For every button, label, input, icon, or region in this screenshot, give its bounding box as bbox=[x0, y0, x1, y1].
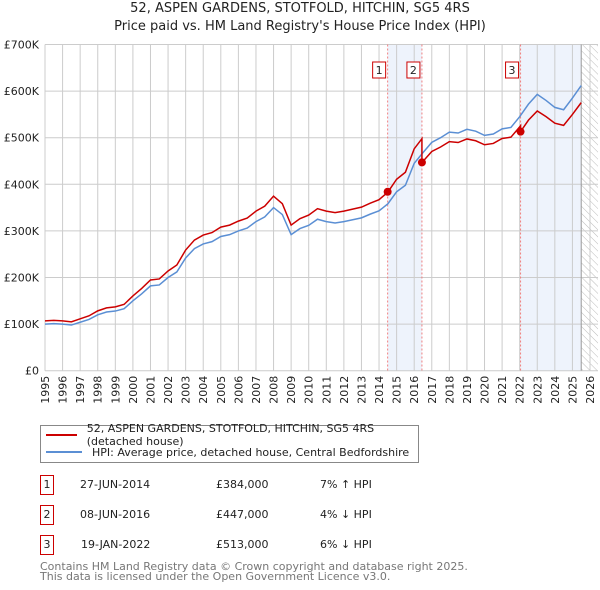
legend: 52, ASPEN GARDENS, STOTFOLD, HITCHIN, SG… bbox=[40, 422, 419, 463]
x-tick-label: 2023 bbox=[531, 376, 544, 404]
x-tick-label: 2000 bbox=[127, 376, 140, 404]
sale-hpi-diff: 6% ↓ HPI bbox=[320, 538, 372, 551]
x-tick-label: 2026 bbox=[584, 376, 597, 404]
x-tick-label: 1996 bbox=[57, 376, 70, 404]
y-tick-label: £700K bbox=[4, 39, 40, 52]
sale-date: 19-JAN-2022 bbox=[81, 538, 151, 551]
y-tick-label: £300K bbox=[4, 225, 40, 238]
x-tick-label: 2019 bbox=[461, 376, 474, 404]
footer-licence: This data is licensed under the Open Gov… bbox=[40, 570, 391, 583]
sale-marker-box bbox=[505, 61, 520, 79]
x-tick-label: 1997 bbox=[74, 376, 87, 404]
y-tick-label: £400K bbox=[4, 178, 40, 191]
x-tick-label: 2006 bbox=[232, 376, 245, 404]
legend-swatch-red bbox=[46, 434, 77, 436]
y-tick-label: £200K bbox=[4, 272, 40, 285]
sale-price: £384,000 bbox=[216, 478, 269, 491]
footer-copyright: Contains HM Land Registry data © Crown c… bbox=[40, 560, 468, 573]
sale-number: 3 bbox=[40, 535, 54, 555]
sale-marker-box bbox=[372, 61, 387, 79]
x-tick-label: 2016 bbox=[408, 376, 421, 404]
x-tick-label: 2024 bbox=[549, 376, 562, 404]
y-tick-label: £100K bbox=[4, 318, 40, 331]
x-tick-label: 2004 bbox=[197, 376, 210, 404]
shaded-period bbox=[387, 44, 422, 371]
sale-marker-label: 3 bbox=[509, 64, 516, 77]
x-tick-label: 1995 bbox=[39, 376, 52, 404]
sale-date: 27-JUN-2014 bbox=[80, 478, 151, 491]
x-tick-label: 2020 bbox=[479, 376, 492, 404]
sale-hpi-diff: 7% ↑ HPI bbox=[320, 478, 372, 491]
price-chart: 1995 1996 1997 1998 1999 2000 2001 2002 2003 2004… bbox=[4, 39, 598, 404]
x-tick-label: 2021 bbox=[496, 376, 509, 404]
table-row: 1 27-JUN-2014 £384,000 7% ↑ HPI bbox=[40, 475, 440, 495]
sale-price: £447,000 bbox=[216, 508, 269, 521]
sale-marker-box bbox=[406, 61, 421, 79]
x-tick-label: 2002 bbox=[162, 376, 175, 404]
x-tick-label: 1998 bbox=[92, 376, 105, 404]
x-tick-label: 2005 bbox=[215, 376, 228, 404]
x-tick-label: 1999 bbox=[109, 376, 122, 404]
sale-number: 2 bbox=[40, 505, 54, 525]
x-tick-label: 2012 bbox=[338, 376, 351, 404]
y-tick-label: £0 bbox=[25, 365, 39, 378]
x-tick-label: 2014 bbox=[373, 376, 386, 404]
table-row: 2 08-JUN-2016 £447,000 4% ↓ HPI bbox=[40, 505, 440, 525]
legend-label: HPI: Average price, detached house, Cent… bbox=[92, 445, 410, 459]
x-tick-label: 2009 bbox=[285, 376, 298, 404]
legend-label: 52, ASPEN GARDENS, STOTFOLD, HITCHIN, SG… bbox=[86, 422, 375, 448]
sale-point bbox=[516, 127, 525, 136]
x-tick-label: 2022 bbox=[514, 376, 527, 404]
x-tick-label: 2017 bbox=[426, 376, 439, 404]
x-tick-label: 2010 bbox=[303, 376, 316, 404]
legend-item-hpi: HPI: Average price, detached house, Cent… bbox=[46, 444, 409, 460]
legend-swatch-blue bbox=[46, 451, 82, 453]
sale-price: £513,000 bbox=[216, 538, 269, 551]
x-tick-label: 2001 bbox=[144, 376, 157, 404]
y-tick-label: £500K bbox=[4, 132, 40, 145]
sale-point bbox=[383, 187, 392, 196]
x-tick-label: 2003 bbox=[180, 376, 193, 404]
x-tick-label: 2011 bbox=[320, 376, 333, 404]
sale-date: 08-JUN-2016 bbox=[80, 508, 151, 521]
legend-item-property: 52, ASPEN GARDENS, STOTFOLD, HITCHIN, SG… bbox=[46, 422, 418, 448]
x-tick-label: 2007 bbox=[250, 376, 263, 404]
table-row: 3 19-JAN-2022 £513,000 6% ↓ HPI bbox=[40, 535, 440, 555]
sale-number: 1 bbox=[40, 475, 54, 495]
x-tick-label: 2025 bbox=[566, 376, 579, 404]
sale-hpi-diff: 4% ↓ HPI bbox=[320, 508, 372, 521]
sale-point bbox=[417, 158, 426, 167]
hpi-line bbox=[44, 85, 582, 326]
chart-title: 52, ASPEN GARDENS, STOTFOLD, HITCHIN, SG… bbox=[130, 1, 470, 16]
x-tick-label: 2008 bbox=[268, 376, 281, 404]
x-tick-label: 2015 bbox=[391, 376, 404, 404]
property-line bbox=[44, 102, 582, 323]
sale-marker-label: 2 bbox=[410, 64, 417, 77]
sale-marker-label: 1 bbox=[376, 64, 383, 77]
chart-subtitle: Price paid vs. HM Land Registry's House … bbox=[114, 19, 486, 34]
x-tick-label: 2018 bbox=[443, 376, 456, 404]
x-tick-label: 2013 bbox=[355, 376, 368, 404]
y-tick-label: £600K bbox=[4, 85, 40, 98]
